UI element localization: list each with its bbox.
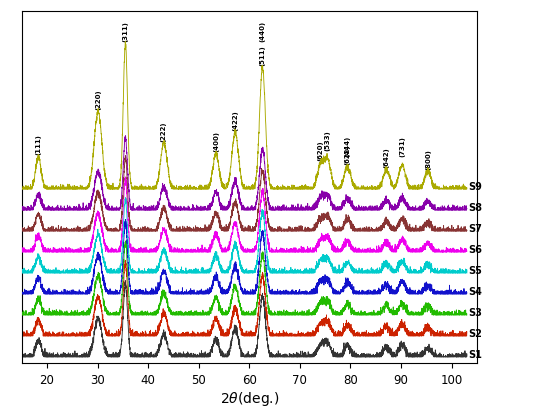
Text: (622): (622) (345, 144, 351, 164)
Text: (311): (311) (122, 21, 128, 42)
Text: (800): (800) (425, 149, 431, 169)
Text: (111): (111) (35, 134, 41, 155)
Text: (400): (400) (213, 131, 219, 152)
Text: (731): (731) (399, 136, 405, 157)
Text: (642): (642) (383, 147, 389, 168)
Text: S4: S4 (468, 286, 482, 296)
Text: S6: S6 (468, 244, 482, 254)
Text: S7: S7 (468, 223, 482, 233)
Text: S8: S8 (468, 202, 482, 213)
Text: S3: S3 (468, 307, 482, 317)
Text: (440): (440) (260, 21, 266, 42)
Text: (444): (444) (345, 135, 351, 157)
Text: S5: S5 (468, 266, 482, 275)
Text: (220): (220) (95, 89, 101, 110)
Text: (533): (533) (325, 130, 331, 151)
Text: S1: S1 (468, 349, 482, 359)
Text: (422): (422) (232, 110, 238, 131)
Text: S9: S9 (468, 182, 482, 192)
Text: (511): (511) (260, 45, 266, 66)
Text: (620): (620) (318, 140, 324, 160)
Text: S2: S2 (468, 328, 482, 338)
Text: (222): (222) (161, 121, 167, 142)
X-axis label: $2\theta$(deg.): $2\theta$(deg.) (220, 389, 279, 407)
